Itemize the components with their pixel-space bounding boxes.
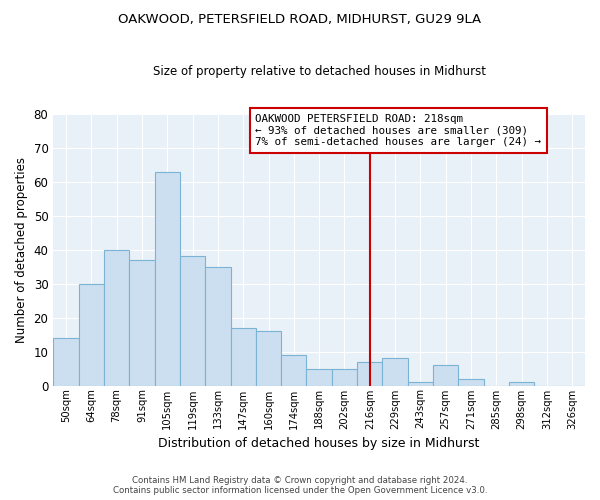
Bar <box>458 378 484 386</box>
X-axis label: Distribution of detached houses by size in Midhurst: Distribution of detached houses by size … <box>158 437 480 450</box>
Bar <box>79 284 104 386</box>
Bar <box>205 266 230 386</box>
Bar <box>256 331 281 386</box>
Bar <box>307 368 332 386</box>
Bar <box>382 358 408 386</box>
Bar <box>104 250 129 386</box>
Y-axis label: Number of detached properties: Number of detached properties <box>15 156 28 342</box>
Bar <box>281 355 307 386</box>
Bar <box>155 172 180 386</box>
Bar <box>433 365 458 386</box>
Bar <box>408 382 433 386</box>
Text: Contains HM Land Registry data © Crown copyright and database right 2024.
Contai: Contains HM Land Registry data © Crown c… <box>113 476 487 495</box>
Text: OAKWOOD, PETERSFIELD ROAD, MIDHURST, GU29 9LA: OAKWOOD, PETERSFIELD ROAD, MIDHURST, GU2… <box>118 12 482 26</box>
Title: Size of property relative to detached houses in Midhurst: Size of property relative to detached ho… <box>152 65 485 78</box>
Bar <box>53 338 79 386</box>
Bar <box>332 368 357 386</box>
Bar <box>357 362 382 386</box>
Bar <box>180 256 205 386</box>
Bar <box>230 328 256 386</box>
Text: OAKWOOD PETERSFIELD ROAD: 218sqm
← 93% of detached houses are smaller (309)
7% o: OAKWOOD PETERSFIELD ROAD: 218sqm ← 93% o… <box>256 114 541 147</box>
Bar <box>129 260 155 386</box>
Bar <box>509 382 535 386</box>
